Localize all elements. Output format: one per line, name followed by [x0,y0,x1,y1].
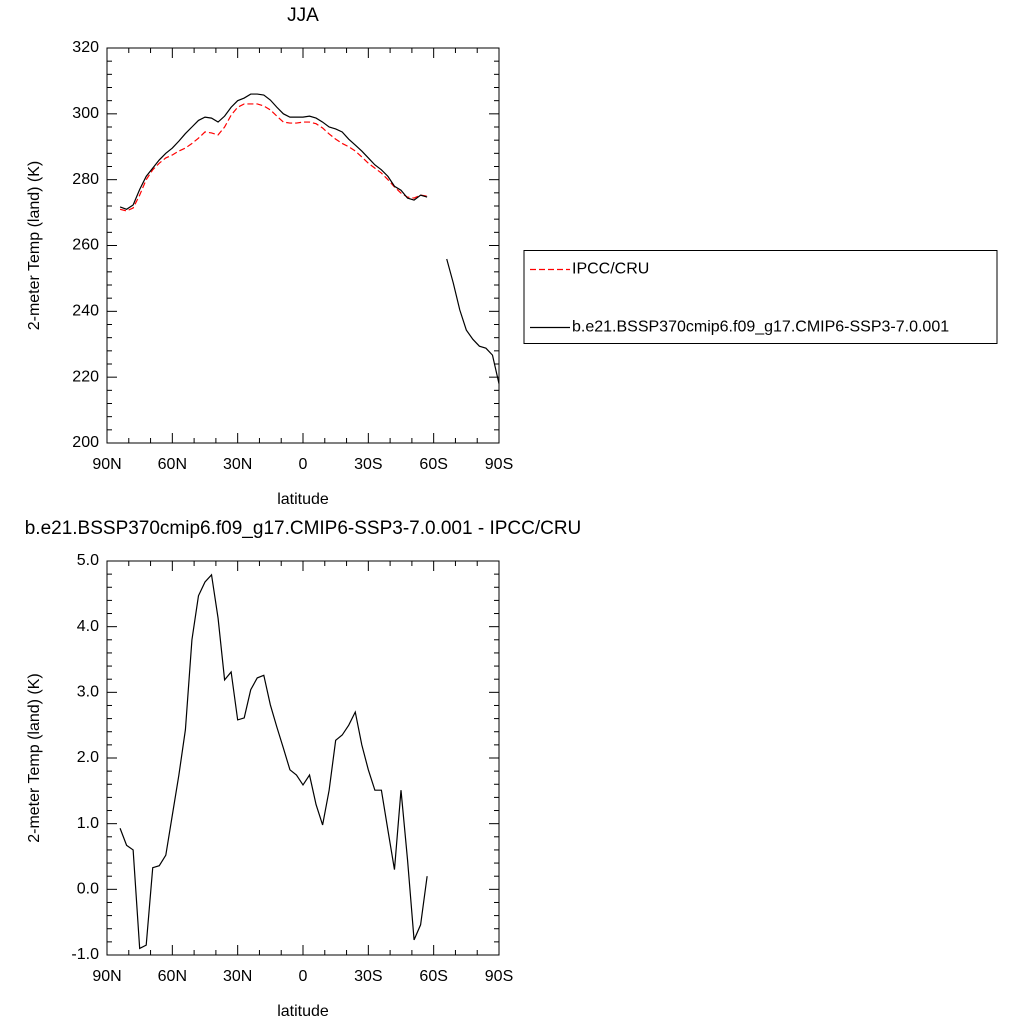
plot-frame [106,560,500,956]
x-tick-label: 60S [419,456,447,473]
legend-label: b.e21.BSSP370cmip6.f09_g17.CMIP6-SSP3-7.… [572,319,949,336]
data-line [446,258,500,384]
y-tick-label: 200 [72,434,99,451]
x-tick-label: 60N [158,456,187,473]
x-tick-label: 60S [419,968,447,985]
x-axis-label: latitude [277,491,329,508]
y-tick-label: 0.0 [77,881,99,898]
y-tick-label: 300 [72,105,99,122]
y-tick-label: 320 [72,39,99,56]
y-tick-label: 220 [72,368,99,385]
y-tick-label: 3.0 [77,684,99,701]
x-tick-label: 90S [485,968,513,985]
x-tick-label: 90N [92,456,121,473]
y-tick-label: 4.0 [77,618,99,635]
y-tick-label: 280 [72,171,99,188]
x-axis-label: latitude [277,1003,329,1020]
chart-title: JJA [287,5,319,26]
x-tick-label: 30S [354,456,382,473]
x-tick-label: 30N [223,456,252,473]
x-tick-label: 60N [158,968,187,985]
chart-title: b.e21.BSSP370cmip6.f09_g17.CMIP6-SSP3-7.… [25,518,582,539]
legend-label: IPCC/CRU [572,261,649,278]
y-tick-label: 260 [72,237,99,254]
y-tick-label: 5.0 [77,552,99,569]
legend-frame [523,250,998,344]
legend: IPCC/CRU b.e21.BSSP370cmip6.f09_g17.CMIP6… [523,250,998,344]
y-axis-label: 2-meter Temp (land) (K) [26,673,43,843]
x-tick-label: 90S [485,456,513,473]
plot-frame [106,47,500,444]
y-axis-label: 2-meter Temp (land) (K) [26,161,43,331]
data-line [119,93,428,210]
data-line [119,573,428,950]
y-tick-label: 1.0 [77,815,99,832]
x-tick-label: 90N [92,968,121,985]
x-tick-label: 0 [299,968,308,985]
data-line [119,103,428,212]
y-tick-label: 240 [72,303,99,320]
y-tick-label: 2.0 [77,749,99,766]
y-tick-label: -1.0 [71,946,99,963]
x-tick-label: 0 [299,456,308,473]
x-tick-label: 30N [223,968,252,985]
x-tick-label: 30S [354,968,382,985]
